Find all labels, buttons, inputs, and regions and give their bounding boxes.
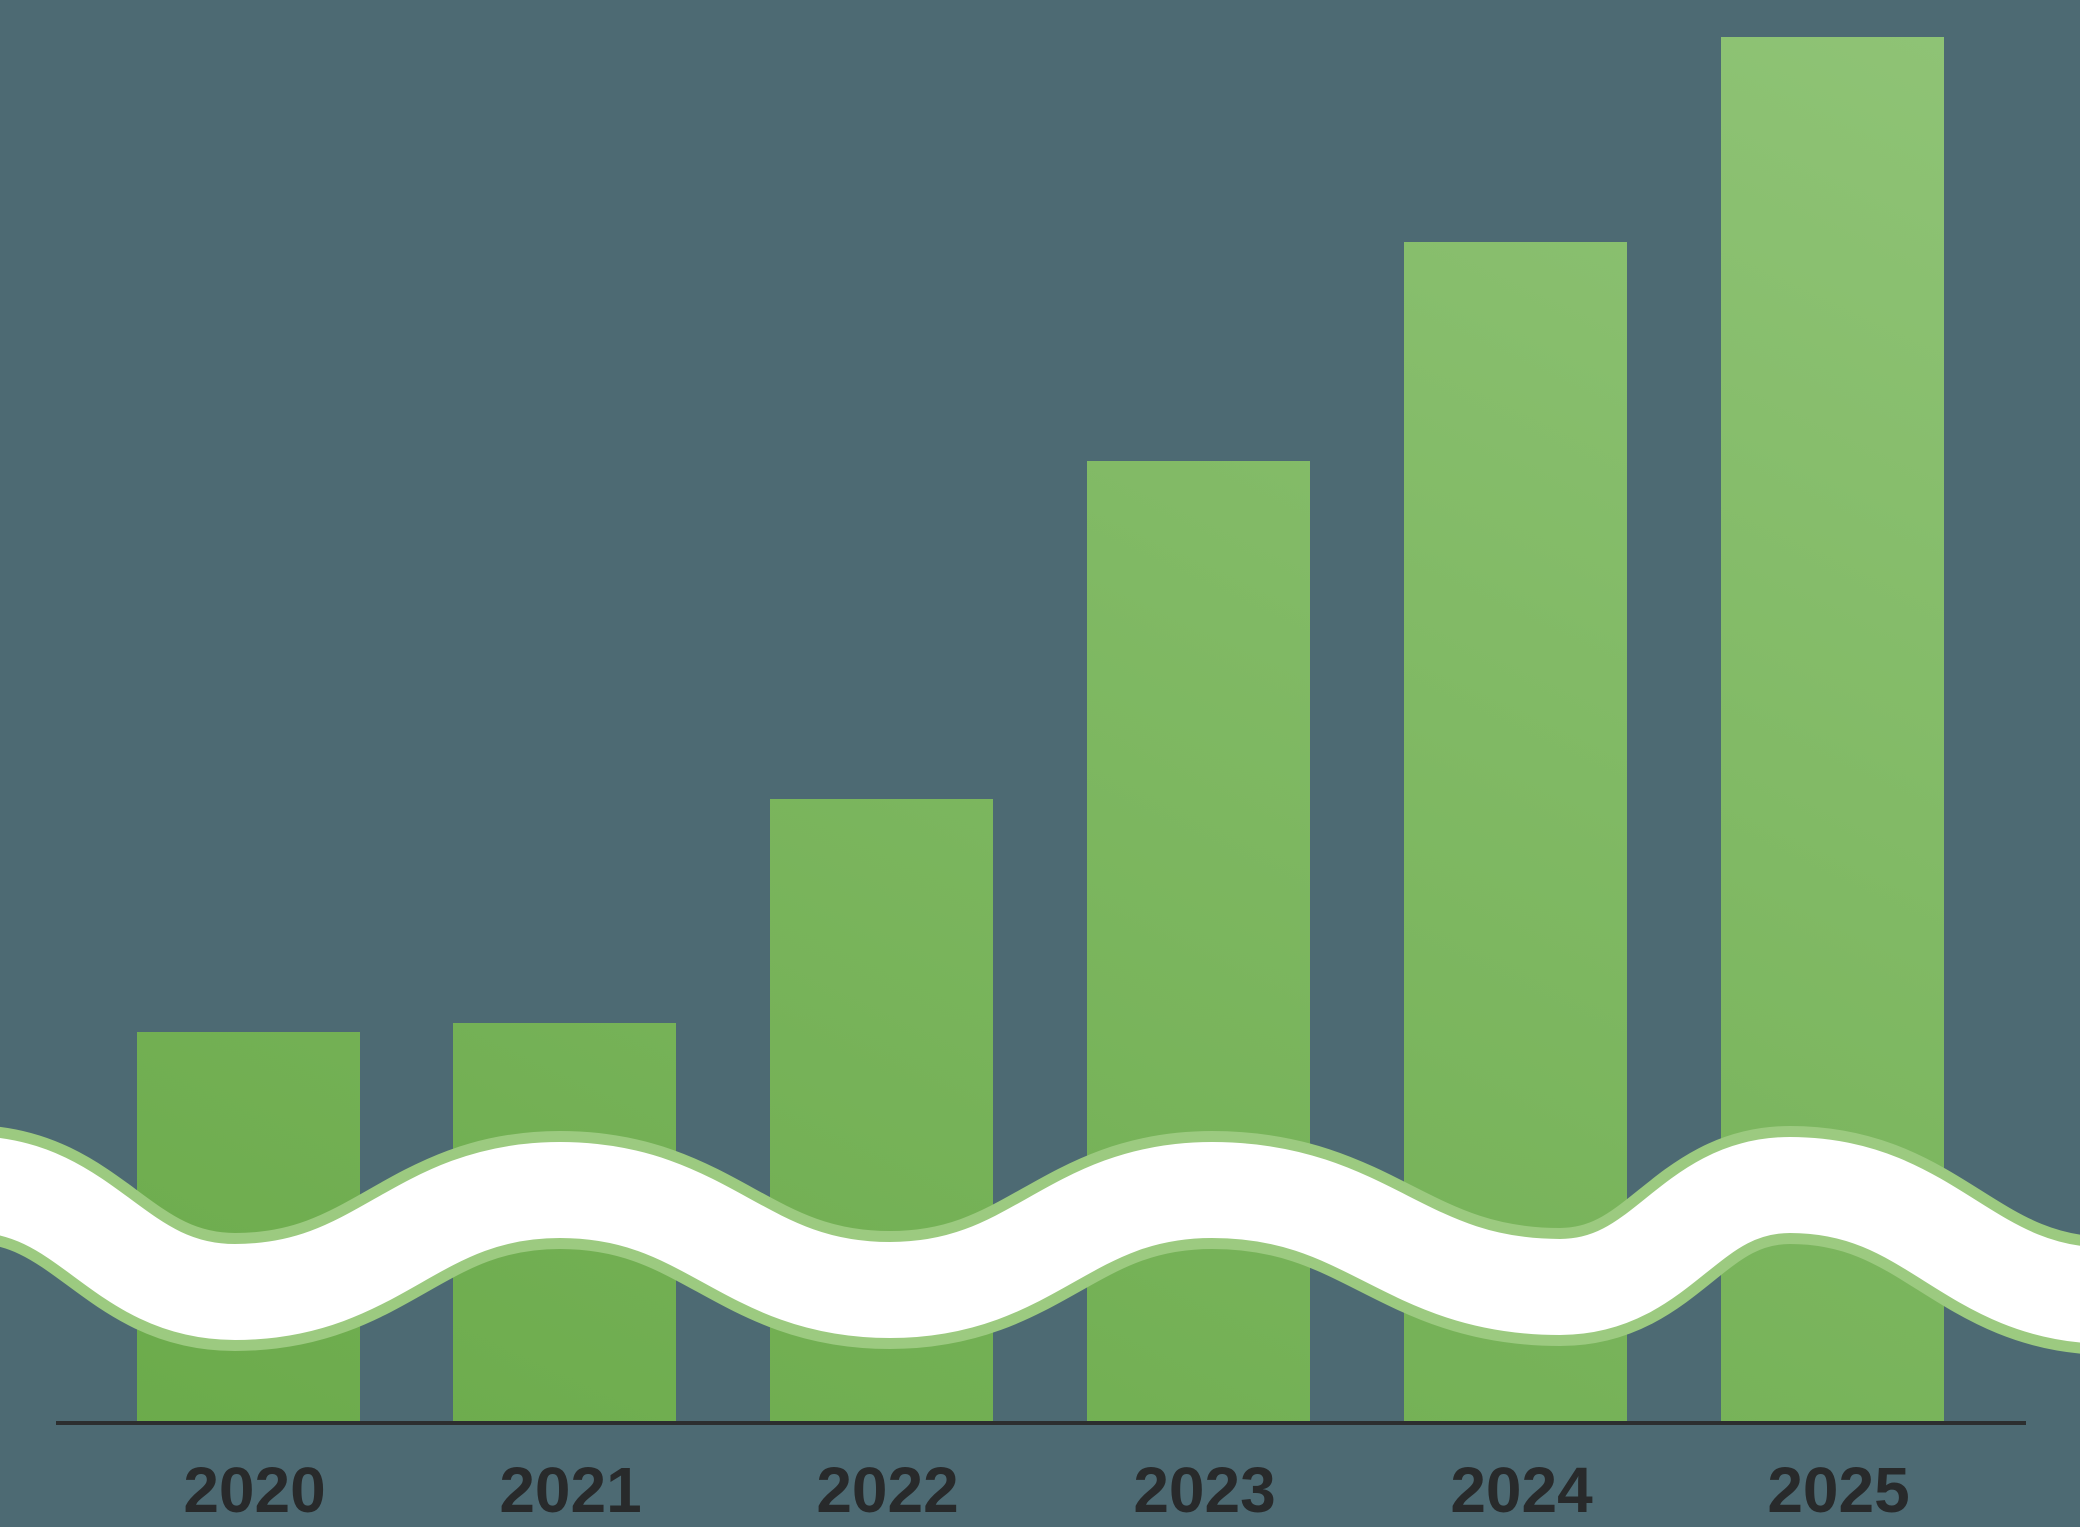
x-axis-label-2023: 2023 <box>1133 1454 1276 1526</box>
x-axis-label-2022: 2022 <box>816 1454 959 1526</box>
bar-2020 <box>137 1032 360 1421</box>
x-axis-label-2024: 2024 <box>1450 1454 1593 1526</box>
bar-2022 <box>770 799 993 1421</box>
x-axis-label-2021: 2021 <box>499 1454 642 1526</box>
x-axis-line <box>56 1421 2026 1425</box>
x-axis-label-2020: 2020 <box>183 1454 326 1526</box>
bar-2023 <box>1087 461 1310 1421</box>
bar-2024 <box>1404 242 1627 1421</box>
bar-2025 <box>1721 37 1944 1421</box>
x-axis-label-2025: 2025 <box>1767 1454 1910 1526</box>
bar-2021 <box>453 1023 676 1421</box>
